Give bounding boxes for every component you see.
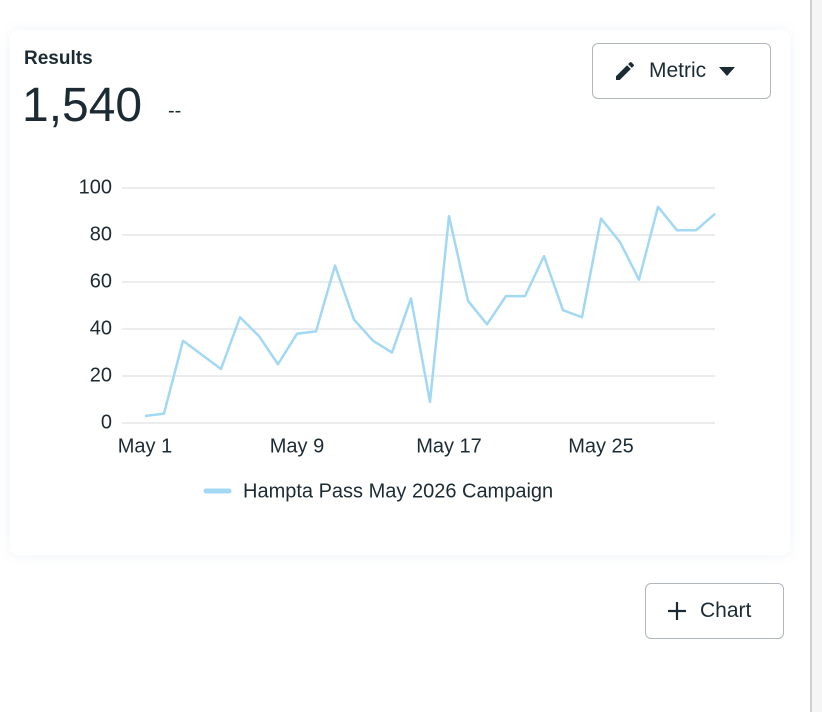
x-tick-label: May 1: [118, 435, 172, 457]
x-tick-label: May 9: [270, 435, 324, 457]
y-tick-label: 20: [90, 364, 112, 386]
series-line: [144, 205, 716, 418]
y-tick-label: 40: [90, 317, 112, 339]
metric-button[interactable]: Metric: [592, 43, 771, 99]
plus-icon: [668, 602, 686, 620]
y-tick-label: 60: [90, 270, 112, 292]
add-chart-label: Chart: [700, 599, 752, 622]
add-chart-button[interactable]: Chart: [645, 583, 784, 639]
y-tick-label: 80: [90, 223, 112, 245]
x-tick-label: May 25: [568, 435, 634, 457]
x-tick-label: May 17: [416, 435, 482, 457]
y-tick-label: 100: [79, 176, 112, 198]
y-tick-label: 0: [101, 411, 112, 433]
metric-label: Metric: [649, 59, 707, 82]
card-value: 1,540: [22, 79, 143, 132]
card: [10, 30, 790, 555]
pencil-icon: [616, 61, 634, 80]
legend-label: Hampta Pass May 2026 Campaign: [243, 480, 553, 502]
caret-icon: [719, 67, 736, 76]
card-delta: --: [168, 100, 182, 122]
card-title: Results: [24, 48, 93, 69]
scrollbar: [810, 0, 822, 712]
chart: 0 20 40 60 80 100 May 1 May 9 May 17 May 25 Hampta…: [79, 176, 716, 502]
